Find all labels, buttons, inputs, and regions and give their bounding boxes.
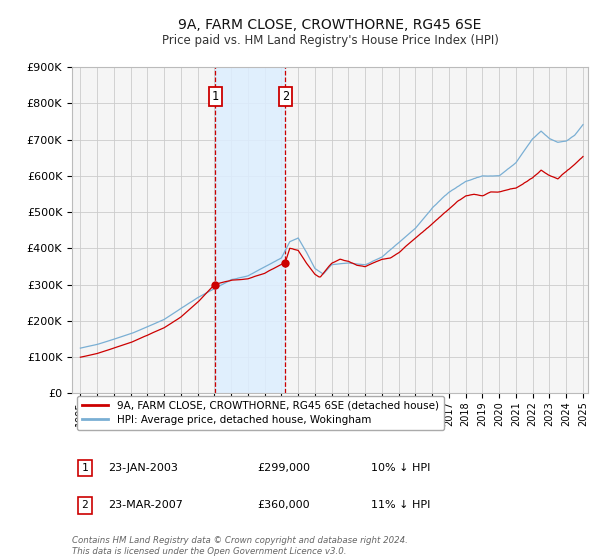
Bar [215,67,285,394]
Text: 23-JAN-2003: 23-JAN-2003 [108,463,178,473]
Text: 10% ↓ HPI: 10% ↓ HPI [371,463,431,473]
Text: 11% ↓ HPI: 11% ↓ HPI [371,500,431,510]
Text: £299,000: £299,000 [258,463,311,473]
Text: 2: 2 [282,90,289,102]
Legend: 9A, FARM CLOSE, CROWTHORNE, RG45 6SE (detached house), HPI: Average price, detac: 9A, FARM CLOSE, CROWTHORNE, RG45 6SE (de… [77,395,444,430]
Text: Contains HM Land Registry data © Crown copyright and database right 2024.
This d: Contains HM Land Registry data © Crown c… [72,536,408,556]
Text: 2: 2 [82,500,88,510]
Text: 1: 1 [82,463,88,473]
Text: 23-MAR-2007: 23-MAR-2007 [108,500,183,510]
Text: 9A, FARM CLOSE, CROWTHORNE, RG45 6SE: 9A, FARM CLOSE, CROWTHORNE, RG45 6SE [178,18,482,32]
Text: £360,000: £360,000 [258,500,310,510]
Text: 1: 1 [212,90,219,102]
Text: Price paid vs. HM Land Registry's House Price Index (HPI): Price paid vs. HM Land Registry's House … [161,34,499,47]
